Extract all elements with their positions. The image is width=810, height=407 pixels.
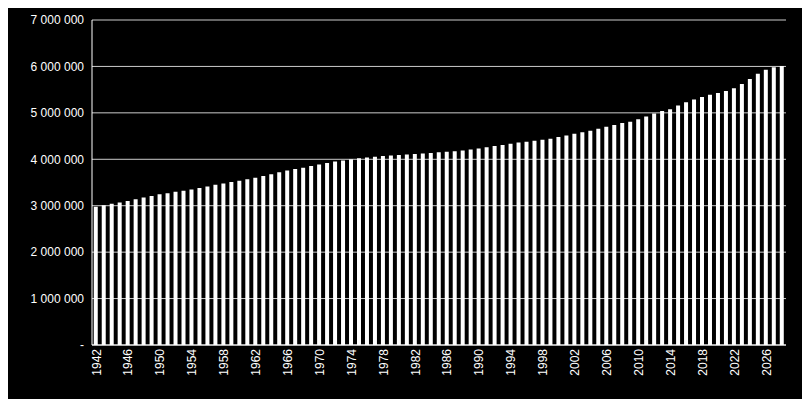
svg-text:2006: 2006 — [600, 349, 614, 376]
svg-text:2022: 2022 — [728, 349, 742, 376]
svg-text:1942: 1942 — [90, 349, 104, 376]
svg-text:1954: 1954 — [185, 349, 199, 376]
svg-text:1986: 1986 — [440, 349, 454, 376]
svg-text:1962: 1962 — [249, 349, 263, 376]
svg-text:1946: 1946 — [121, 349, 135, 376]
svg-text:5 000 000: 5 000 000 — [31, 106, 85, 120]
svg-text:1966: 1966 — [281, 349, 295, 376]
svg-text:2026: 2026 — [760, 349, 774, 376]
svg-text:1998: 1998 — [536, 349, 550, 376]
svg-text:1978: 1978 — [377, 349, 391, 376]
svg-text:3 000 000: 3 000 000 — [31, 199, 85, 213]
svg-text:2018: 2018 — [696, 349, 710, 376]
svg-text:1958: 1958 — [217, 349, 231, 376]
svg-text:4 000 000: 4 000 000 — [31, 153, 85, 167]
svg-text:1974: 1974 — [345, 349, 359, 376]
svg-text:6 000 000: 6 000 000 — [31, 60, 85, 74]
svg-text:1950: 1950 — [153, 349, 167, 376]
svg-text:1994: 1994 — [504, 349, 518, 376]
svg-text:2014: 2014 — [664, 349, 678, 376]
svg-text:7 000 000: 7 000 000 — [31, 13, 85, 27]
svg-text:1982: 1982 — [409, 349, 423, 376]
svg-text:-: - — [80, 338, 84, 352]
svg-text:2002: 2002 — [568, 349, 582, 376]
svg-text:2010: 2010 — [632, 349, 646, 376]
svg-text:2 000 000: 2 000 000 — [31, 245, 85, 259]
svg-text:1970: 1970 — [313, 349, 327, 376]
svg-text:1990: 1990 — [472, 349, 486, 376]
svg-text:1 000 000: 1 000 000 — [31, 292, 85, 306]
